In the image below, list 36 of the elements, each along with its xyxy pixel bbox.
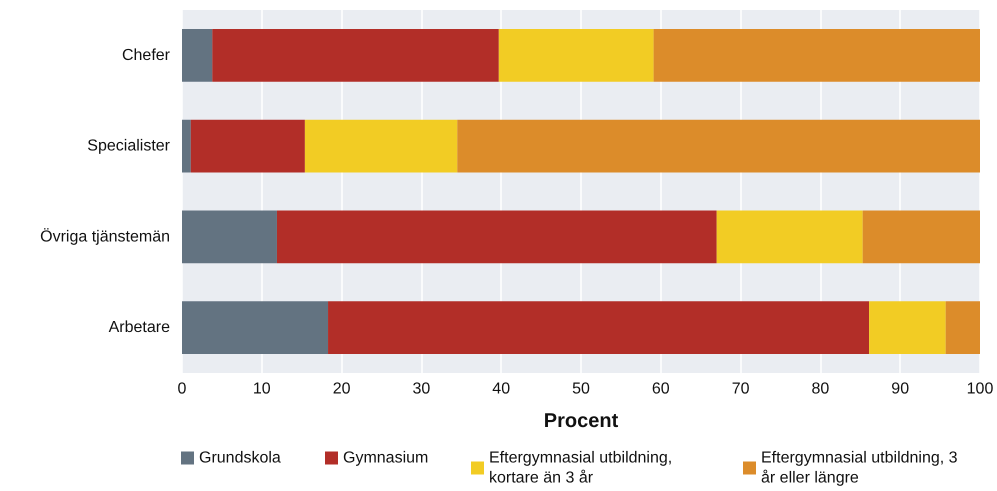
x-tick-label: 90 bbox=[891, 380, 910, 398]
y-tick-label: Chefer bbox=[122, 46, 171, 64]
bar bbox=[498, 29, 654, 82]
bar bbox=[182, 120, 191, 172]
bar bbox=[654, 29, 980, 82]
bar bbox=[457, 120, 980, 172]
bar bbox=[862, 210, 980, 264]
bar bbox=[304, 120, 458, 172]
x-tick-label: 10 bbox=[252, 380, 271, 398]
x-tick-label: 50 bbox=[572, 380, 590, 398]
bar bbox=[182, 210, 277, 264]
bar bbox=[869, 301, 946, 354]
legend-label: Gymnasium bbox=[343, 450, 428, 466]
legend-label: Eftergymnasial utbildning, 3 år eller längre bbox=[761, 450, 962, 486]
x-tick-label: 40 bbox=[492, 380, 510, 398]
x-tick-label: 80 bbox=[812, 380, 830, 398]
y-tick-label: Övriga tjänstemän bbox=[40, 227, 170, 246]
bar bbox=[716, 210, 863, 264]
x-tick-label: 30 bbox=[412, 380, 430, 398]
bar bbox=[276, 210, 717, 264]
bar bbox=[182, 301, 328, 354]
bar bbox=[190, 120, 305, 172]
x-tick-label: 100 bbox=[966, 380, 994, 398]
legend-label: Eftergymnasial utbildning, kortare än 3 år bbox=[489, 450, 677, 486]
bar bbox=[182, 29, 212, 82]
y-tick-label: Arbetare bbox=[108, 319, 170, 336]
bar bbox=[328, 301, 870, 354]
x-tick-label: 60 bbox=[652, 380, 670, 398]
bar bbox=[946, 301, 980, 354]
x-tick-label: 0 bbox=[178, 380, 187, 398]
legend-label: Grundskola bbox=[199, 450, 281, 466]
x-tick-label: 20 bbox=[332, 380, 351, 398]
x-axis-title: Procent bbox=[544, 410, 619, 432]
bar bbox=[212, 29, 499, 82]
x-tick-label: 70 bbox=[732, 380, 750, 398]
y-tick-label: Specialister bbox=[87, 138, 171, 155]
